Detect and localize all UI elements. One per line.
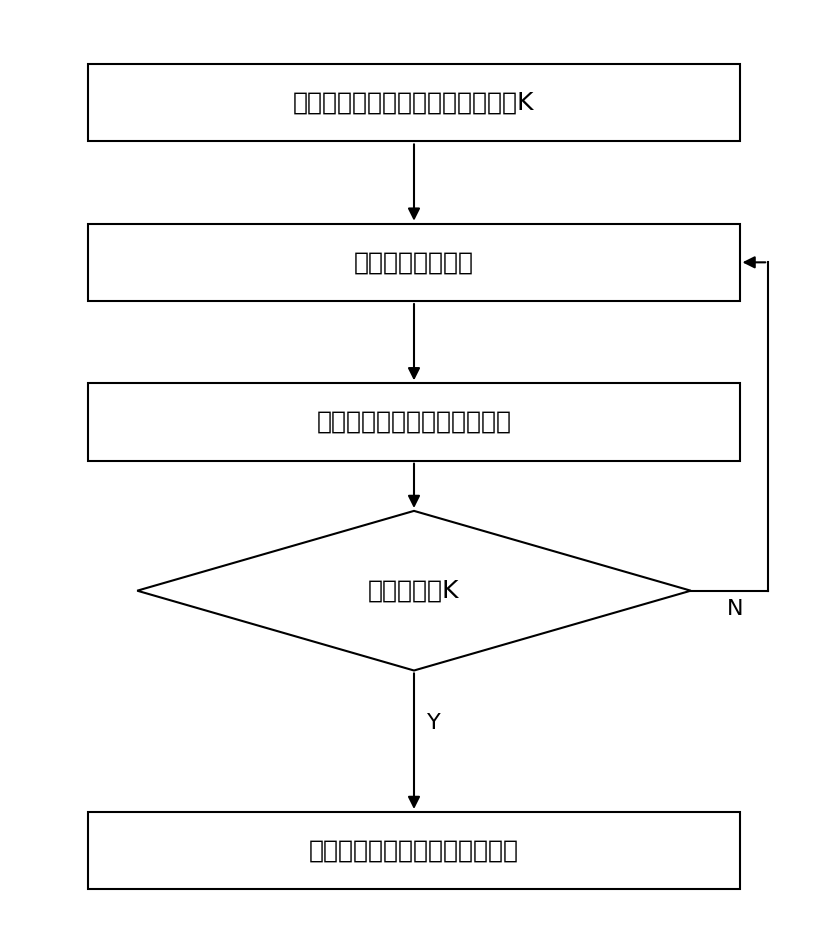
Text: 根据工艺条件，设定终点电导率值K: 根据工艺条件，设定终点电导率值K [293,91,534,115]
Text: N: N [726,599,743,619]
Text: 进行一次焊皮过程: 进行一次焊皮过程 [354,250,473,274]
Text: 电导率小于K: 电导率小于K [368,579,459,603]
FancyBboxPatch shape [88,64,739,142]
Text: 测定焊皮残液电导率值并输出: 测定焊皮残液电导率值并输出 [316,410,511,434]
FancyBboxPatch shape [88,223,739,301]
Text: 焊皮过程结束，进入下一道工序: 焊皮过程结束，进入下一道工序 [308,839,519,863]
Polygon shape [137,511,690,670]
FancyBboxPatch shape [88,383,739,461]
FancyBboxPatch shape [88,812,739,889]
Text: Y: Y [427,713,441,733]
